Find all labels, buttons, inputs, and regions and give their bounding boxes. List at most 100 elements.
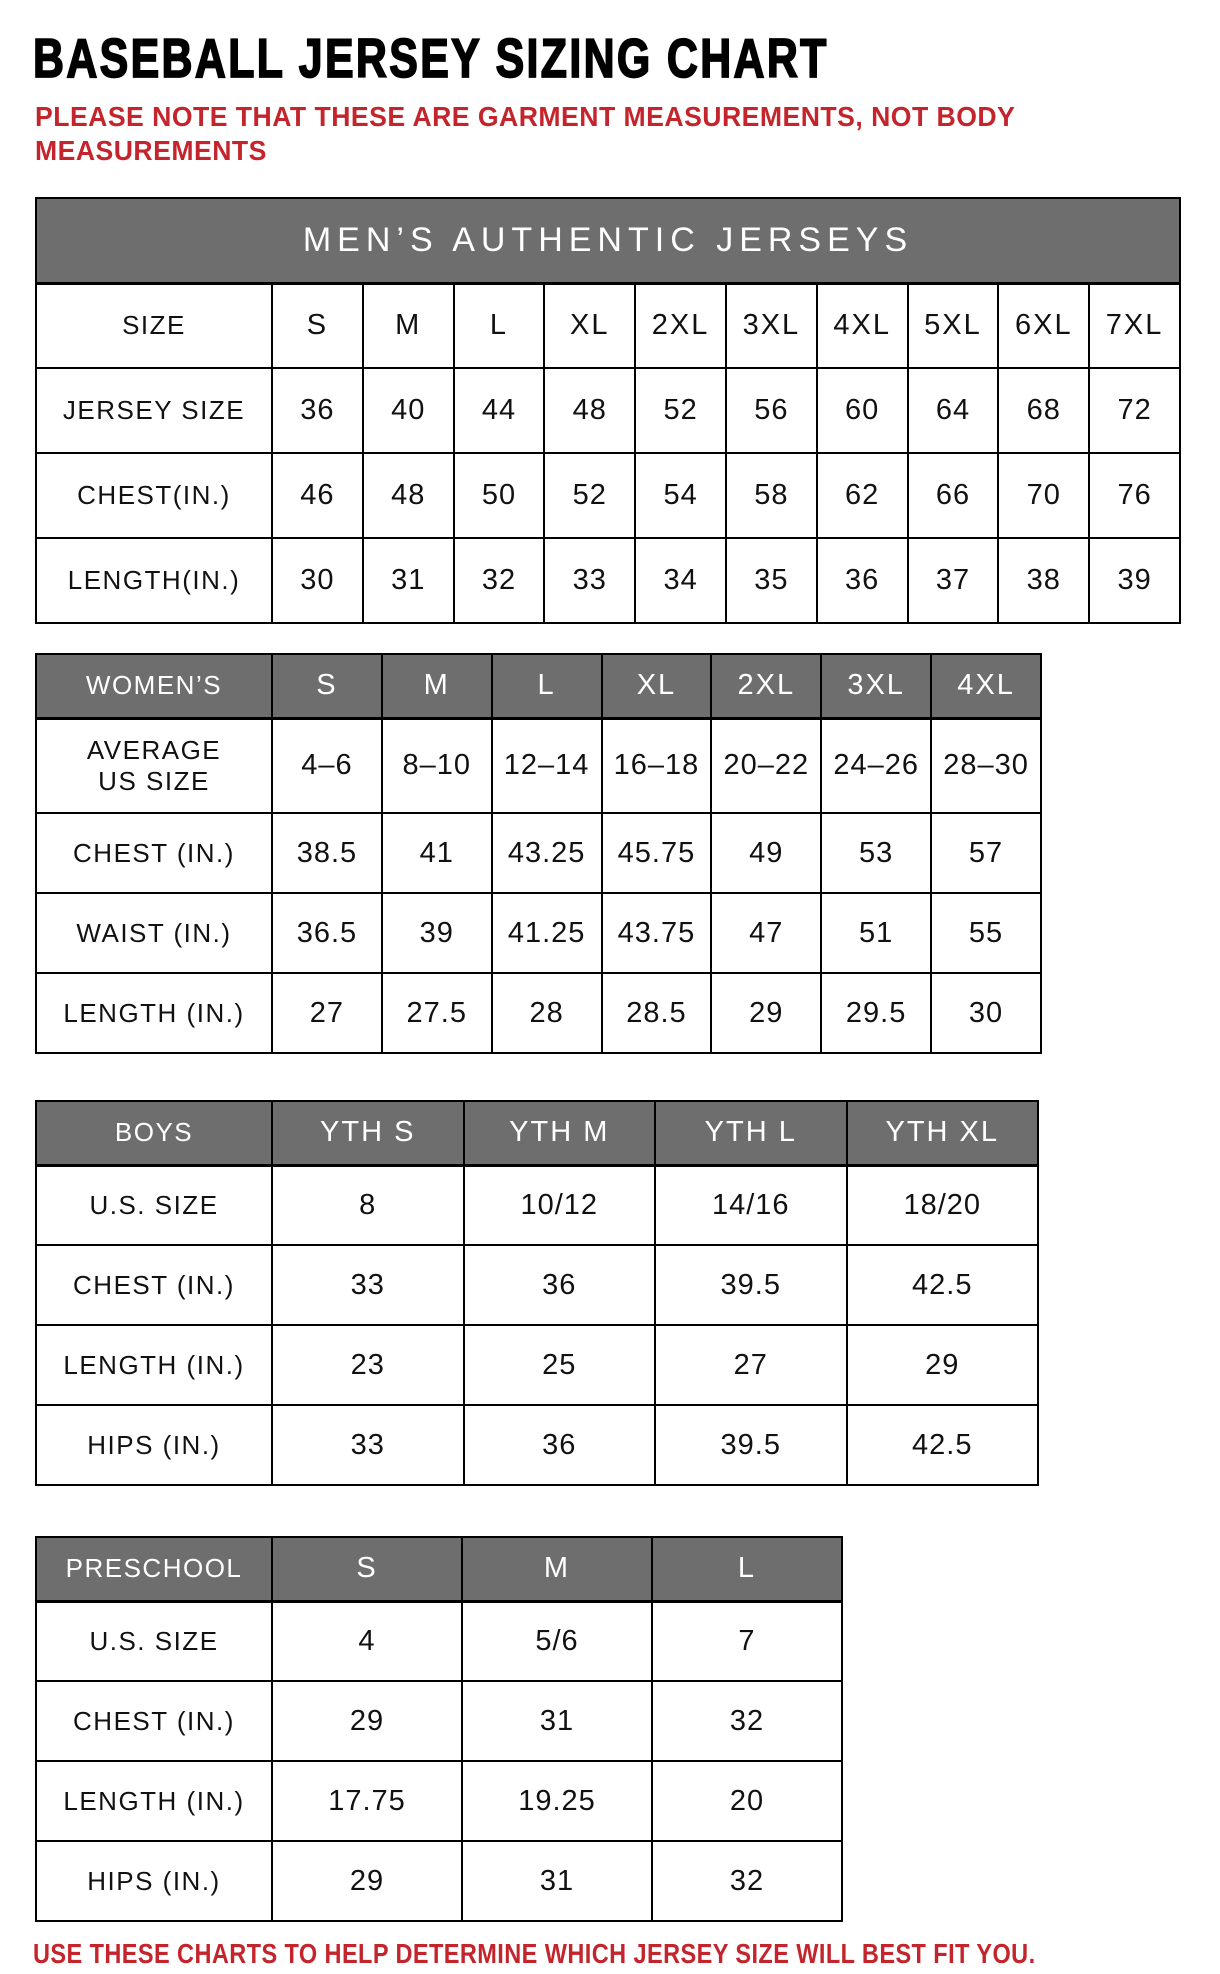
womens-value-cell: 41 — [380, 812, 493, 895]
womens-value-cell: 57 — [930, 812, 1042, 895]
womens-value-cell: 43.25 — [490, 812, 603, 895]
mens-value-cell: 54 — [634, 452, 727, 540]
mens-header-row: SIZE S M L XL 2XL 3XL 4XL 5XL 6XL 7XL — [35, 282, 1181, 370]
preschool-value-cell: 29 — [271, 1680, 463, 1763]
womens-value-cell: 27.5 — [380, 972, 493, 1055]
womens-sizing-table: WOMEN’S S M L XL 2XL 3XL 4XL AVERAGE US SIZE 4–6 8… — [35, 653, 1042, 1055]
boys-header-row: BOYS YTH S YTH M YTH L YTH XL — [35, 1100, 1039, 1167]
womens-value-cell: 28 — [490, 972, 603, 1055]
preschool-value-cell: 32 — [651, 1840, 843, 1923]
mens-value-cell: 39 — [1088, 537, 1181, 625]
mens-col-header-2xl: 2XL — [634, 282, 727, 370]
womens-value-cell: 53 — [820, 812, 933, 895]
womens-value-cell: 39 — [380, 892, 493, 975]
mens-value-cell: 66 — [906, 452, 1000, 540]
mens-col-header-7xl: 7XL — [1088, 282, 1181, 370]
preschool-row-label: LENGTH (IN.) — [35, 1760, 273, 1843]
mens-value-cell: 40 — [361, 367, 455, 455]
womens-value-cell: 24–26 — [820, 717, 933, 815]
boys-value-cell: 10/12 — [462, 1164, 656, 1247]
boys-value-cell: 33 — [271, 1244, 465, 1327]
womens-table-row: LENGTH (IN.) 27 27.5 28 28.5 29 29.5 30 — [35, 972, 1042, 1055]
womens-row-label: LENGTH (IN.) — [35, 972, 273, 1055]
mens-banner-title: MEN’S AUTHENTIC JERSEYS — [35, 197, 1181, 285]
boys-value-cell: 36 — [462, 1404, 656, 1487]
mens-value-cell: 68 — [997, 367, 1091, 455]
womens-col-header-m: M — [380, 653, 493, 720]
mens-sizing-table: MEN’S AUTHENTIC JERSEYS SIZE S M L XL 2XL 3XL 4X… — [35, 197, 1181, 625]
fit-advice-note: USE THESE CHARTS TO HELP DETERMINE WHICH… — [33, 1938, 1036, 1970]
mens-value-cell: 36 — [271, 367, 364, 455]
mens-value-cell: 32 — [452, 537, 546, 625]
mens-value-cell: 76 — [1088, 452, 1181, 540]
mens-row-label: CHEST(IN.) — [35, 452, 273, 540]
preschool-value-cell: 31 — [461, 1680, 653, 1763]
preschool-col-header-m: M — [461, 1536, 653, 1603]
womens-value-cell: 16–18 — [600, 717, 713, 815]
boys-col-header-yth-xl: YTH XL — [845, 1100, 1039, 1167]
womens-corner-label: WOMEN’S — [35, 653, 273, 720]
boys-col-header-yth-l: YTH L — [654, 1100, 848, 1167]
boys-table-row: HIPS (IN.) 33 36 39.5 42.5 — [35, 1404, 1039, 1487]
preschool-row-label: U.S. SIZE — [35, 1600, 273, 1683]
mens-value-cell: 48 — [543, 367, 637, 455]
boys-value-cell: 42.5 — [845, 1404, 1039, 1487]
boys-col-header-yth-s: YTH S — [271, 1100, 465, 1167]
mens-value-cell: 35 — [724, 537, 818, 625]
boys-value-cell: 23 — [271, 1324, 465, 1407]
boys-table-row: LENGTH (IN.) 23 25 27 29 — [35, 1324, 1039, 1407]
mens-table-row: CHEST(IN.) 46 48 50 52 54 58 62 66 70 76 — [35, 452, 1181, 540]
preschool-value-cell: 29 — [271, 1840, 463, 1923]
mens-table-row: JERSEY SIZE 36 40 44 48 52 56 60 64 68 72 — [35, 367, 1181, 455]
mens-col-header-l: L — [452, 282, 546, 370]
preschool-value-cell: 17.75 — [271, 1760, 463, 1843]
mens-corner-label: SIZE — [35, 282, 273, 370]
mens-value-cell: 46 — [271, 452, 364, 540]
womens-value-cell: 4–6 — [271, 717, 383, 815]
boys-value-cell: 25 — [462, 1324, 656, 1407]
womens-col-header-s: S — [271, 653, 383, 720]
mens-value-cell: 30 — [271, 537, 364, 625]
preschool-value-cell: 4 — [271, 1600, 463, 1683]
mens-value-cell: 37 — [906, 537, 1000, 625]
womens-row-label: CHEST (IN.) — [35, 812, 273, 895]
womens-value-cell: 38.5 — [271, 812, 383, 895]
mens-table-row: LENGTH(IN.) 30 31 32 33 34 35 36 37 38 39 — [35, 537, 1181, 625]
mens-row-label: LENGTH(IN.) — [35, 537, 273, 625]
mens-value-cell: 33 — [543, 537, 637, 625]
preschool-table-row: LENGTH (IN.) 17.75 19.25 20 — [35, 1760, 843, 1843]
preschool-row-label: CHEST (IN.) — [35, 1680, 273, 1763]
womens-value-cell: 12–14 — [490, 717, 603, 815]
preschool-value-cell: 31 — [461, 1840, 653, 1923]
boys-row-label: HIPS (IN.) — [35, 1404, 273, 1487]
mens-value-cell: 52 — [543, 452, 637, 540]
mens-value-cell: 38 — [997, 537, 1091, 625]
preschool-table-row: U.S. SIZE 4 5/6 7 — [35, 1600, 843, 1683]
preschool-value-cell: 5/6 — [461, 1600, 653, 1683]
womens-row-label: AVERAGE US SIZE — [35, 717, 273, 815]
womens-value-cell: 29 — [710, 972, 823, 1055]
boys-row-label: LENGTH (IN.) — [35, 1324, 273, 1407]
boys-row-label: U.S. SIZE — [35, 1164, 273, 1247]
mens-col-header-xl: XL — [543, 282, 637, 370]
womens-value-cell: 36.5 — [271, 892, 383, 975]
page-title: BASEBALL JERSEY SIZING CHART — [32, 26, 829, 90]
boys-value-cell: 36 — [462, 1244, 656, 1327]
preschool-value-cell: 20 — [651, 1760, 843, 1843]
womens-value-cell: 49 — [710, 812, 823, 895]
boys-table-row: CHEST (IN.) 33 36 39.5 42.5 — [35, 1244, 1039, 1327]
womens-col-header-l: L — [490, 653, 603, 720]
mens-value-cell: 36 — [815, 537, 909, 625]
preschool-sizing-table: PRESCHOOL S M L U.S. SIZE 4 5/6 7 CHEST (IN.) 29 3… — [35, 1536, 843, 1923]
mens-col-header-6xl: 6XL — [997, 282, 1091, 370]
mens-value-cell: 58 — [724, 452, 818, 540]
mens-value-cell: 64 — [906, 367, 1000, 455]
mens-col-header-3xl: 3XL — [724, 282, 818, 370]
womens-value-cell: 20–22 — [710, 717, 823, 815]
womens-col-header-3xl: 3XL — [820, 653, 933, 720]
womens-col-header-2xl: 2XL — [710, 653, 823, 720]
womens-header-row: WOMEN’S S M L XL 2XL 3XL 4XL — [35, 653, 1042, 720]
preschool-value-cell: 32 — [651, 1680, 843, 1763]
preschool-table-row: CHEST (IN.) 29 31 32 — [35, 1680, 843, 1763]
mens-value-cell: 50 — [452, 452, 546, 540]
